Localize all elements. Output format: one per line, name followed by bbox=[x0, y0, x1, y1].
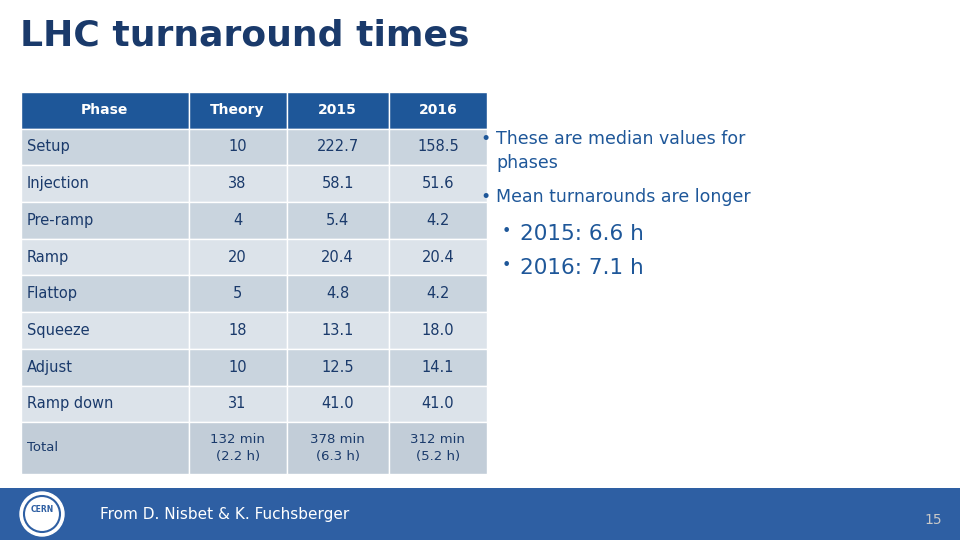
Bar bbox=[286, 92, 389, 129]
Text: Squeeze: Squeeze bbox=[27, 323, 89, 338]
Bar bbox=[389, 422, 487, 474]
Bar bbox=[21, 129, 189, 165]
Bar bbox=[286, 129, 389, 165]
Bar bbox=[389, 349, 487, 386]
Bar bbox=[21, 239, 189, 275]
Text: Ramp down: Ramp down bbox=[27, 396, 113, 411]
Bar bbox=[286, 202, 389, 239]
Text: 51.6: 51.6 bbox=[421, 176, 454, 191]
Text: 14.1: 14.1 bbox=[421, 360, 454, 375]
Text: 15: 15 bbox=[924, 513, 942, 527]
Text: 378 min
(6.3 h): 378 min (6.3 h) bbox=[310, 433, 365, 463]
Text: CERN: CERN bbox=[31, 505, 54, 515]
Text: These are median values for: These are median values for bbox=[496, 130, 745, 147]
Bar bbox=[189, 275, 286, 312]
Text: 10: 10 bbox=[228, 139, 247, 154]
Text: 4.8: 4.8 bbox=[326, 286, 349, 301]
Bar bbox=[189, 239, 286, 275]
Text: Total: Total bbox=[27, 441, 59, 455]
Bar bbox=[286, 386, 389, 422]
Text: 20.4: 20.4 bbox=[322, 249, 354, 265]
Bar bbox=[189, 129, 286, 165]
Text: 2015: 6.6 h: 2015: 6.6 h bbox=[520, 224, 644, 244]
Text: 2015: 2015 bbox=[319, 103, 357, 117]
Bar bbox=[389, 202, 487, 239]
Bar bbox=[286, 422, 389, 474]
Bar bbox=[286, 349, 389, 386]
Text: Ramp: Ramp bbox=[27, 249, 69, 265]
Text: Mean turnarounds are longer: Mean turnarounds are longer bbox=[496, 187, 751, 206]
Bar bbox=[21, 349, 189, 386]
Text: 18: 18 bbox=[228, 323, 247, 338]
Bar bbox=[21, 422, 189, 474]
Text: 38: 38 bbox=[228, 176, 247, 191]
Text: 10: 10 bbox=[228, 360, 247, 375]
Text: 2016: 7.1 h: 2016: 7.1 h bbox=[520, 258, 644, 278]
Text: •: • bbox=[502, 258, 512, 273]
Bar bbox=[189, 349, 286, 386]
Text: •: • bbox=[502, 224, 512, 239]
Bar bbox=[21, 165, 189, 202]
Bar bbox=[286, 239, 389, 275]
Text: 132 min
(2.2 h): 132 min (2.2 h) bbox=[210, 433, 265, 463]
Bar bbox=[286, 312, 389, 349]
Text: 4: 4 bbox=[233, 213, 242, 228]
Text: 18.0: 18.0 bbox=[421, 323, 454, 338]
Text: 20.4: 20.4 bbox=[421, 249, 454, 265]
Text: 158.5: 158.5 bbox=[417, 139, 459, 154]
Text: 312 min
(5.2 h): 312 min (5.2 h) bbox=[410, 433, 466, 463]
Bar bbox=[21, 92, 189, 129]
Text: Theory: Theory bbox=[210, 103, 265, 117]
Text: Flattop: Flattop bbox=[27, 286, 78, 301]
Bar bbox=[21, 275, 189, 312]
Bar bbox=[189, 386, 286, 422]
Bar bbox=[189, 422, 286, 474]
Text: 2016: 2016 bbox=[419, 103, 457, 117]
Text: From D. Nisbet & K. Fuchsberger: From D. Nisbet & K. Fuchsberger bbox=[100, 507, 349, 522]
Bar bbox=[389, 239, 487, 275]
Bar bbox=[21, 312, 189, 349]
Bar bbox=[389, 275, 487, 312]
Text: 5: 5 bbox=[233, 286, 242, 301]
Text: 4.2: 4.2 bbox=[426, 213, 449, 228]
Bar bbox=[286, 275, 389, 312]
Text: Adjust: Adjust bbox=[27, 360, 73, 375]
Text: phases: phases bbox=[496, 153, 558, 172]
Circle shape bbox=[20, 492, 64, 536]
Text: 4.2: 4.2 bbox=[426, 286, 449, 301]
Text: 41.0: 41.0 bbox=[322, 396, 354, 411]
Bar bbox=[189, 92, 286, 129]
Text: LHC turnaround times: LHC turnaround times bbox=[20, 18, 469, 52]
Bar bbox=[21, 202, 189, 239]
Bar bbox=[389, 129, 487, 165]
Text: 13.1: 13.1 bbox=[322, 323, 354, 338]
Text: 41.0: 41.0 bbox=[421, 396, 454, 411]
Text: Pre-ramp: Pre-ramp bbox=[27, 213, 94, 228]
Bar bbox=[389, 165, 487, 202]
Text: 20: 20 bbox=[228, 249, 247, 265]
Text: 5.4: 5.4 bbox=[326, 213, 349, 228]
Bar bbox=[189, 312, 286, 349]
Bar bbox=[21, 386, 189, 422]
Bar bbox=[0, 488, 960, 540]
Text: 12.5: 12.5 bbox=[322, 360, 354, 375]
Bar bbox=[189, 202, 286, 239]
Bar bbox=[389, 386, 487, 422]
Text: •: • bbox=[480, 187, 491, 206]
Text: 222.7: 222.7 bbox=[317, 139, 359, 154]
Text: Injection: Injection bbox=[27, 176, 90, 191]
Bar bbox=[189, 165, 286, 202]
Text: 31: 31 bbox=[228, 396, 247, 411]
Text: Setup: Setup bbox=[27, 139, 70, 154]
Bar bbox=[286, 165, 389, 202]
Bar bbox=[389, 92, 487, 129]
Text: Phase: Phase bbox=[82, 103, 129, 117]
Text: 58.1: 58.1 bbox=[322, 176, 354, 191]
Bar bbox=[389, 312, 487, 349]
Text: •: • bbox=[480, 130, 491, 147]
